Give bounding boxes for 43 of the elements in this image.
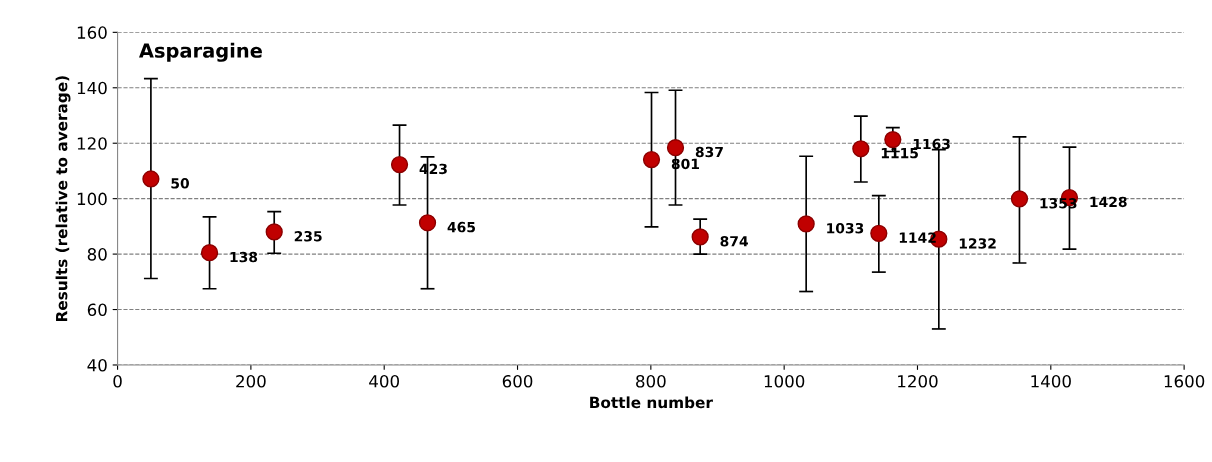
y-tick-label: 40 [87, 358, 107, 372]
point [642, 150, 661, 169]
annotation: 1033 [827, 222, 864, 234]
y-tick-label: 100 [77, 192, 107, 206]
point [691, 228, 709, 246]
point [884, 131, 902, 149]
annotation: 1232 [959, 238, 996, 249]
y-tick-label: 80 [87, 248, 107, 261]
point [390, 155, 409, 174]
y-tick-label: 120 [77, 137, 107, 150]
x-tick-label: 1400 [1031, 375, 1071, 388]
annotation: 1163 [913, 138, 950, 150]
point [418, 214, 437, 232]
y-tick-label: 160 [77, 26, 107, 39]
point [265, 223, 283, 241]
annotation: 1428 [1090, 196, 1127, 208]
x-tick-label: 1000 [764, 375, 805, 388]
y-axis-title: Results (relative to average) [55, 76, 71, 322]
x-tick-label: 1600 [1164, 375, 1205, 388]
point [1010, 190, 1029, 208]
point [870, 224, 888, 242]
annotation: 465 [447, 221, 475, 233]
point [852, 140, 870, 158]
y-tick-label: 140 [77, 81, 107, 95]
annotation: 235 [294, 231, 322, 242]
x-tick-label: 1200 [898, 375, 938, 388]
x-tick-label: 600 [502, 375, 533, 388]
x-axis-title: Bottle number [590, 396, 713, 409]
annotation: 1115 [881, 148, 918, 159]
annotation: 837 [695, 146, 723, 158]
y-tick-label: 60 [87, 303, 107, 317]
point [666, 139, 685, 157]
x-tick-label: 400 [369, 375, 399, 388]
annotation: 50 [171, 178, 189, 189]
x-tick-label: 0 [113, 375, 122, 388]
annotation: 138 [230, 251, 258, 263]
annotation: 874 [720, 235, 748, 247]
point [200, 244, 219, 262]
point [797, 215, 815, 233]
text: Asparagine [138, 42, 262, 62]
x-tick-label: 800 [636, 375, 666, 388]
point [142, 170, 160, 188]
x-tick-label: 200 [236, 375, 266, 388]
